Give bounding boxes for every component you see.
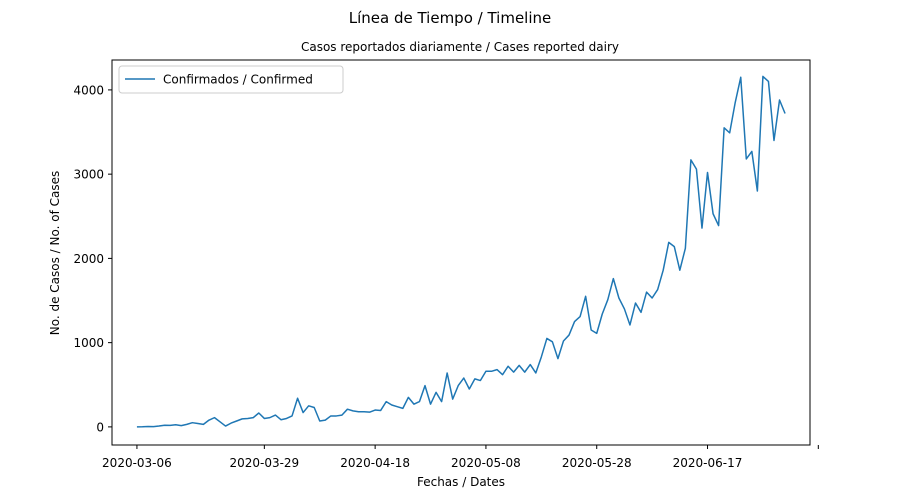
y-tick-label: 2000 [73,252,104,266]
y-tick-label: 3000 [73,168,104,182]
x-tick-label: 2020-05-08 [451,456,521,470]
y-tick-label: 4000 [73,83,104,97]
x-tick-label: 2020-04-18 [340,456,410,470]
y-axis-label: No. de Casos / No. of Cases [48,171,62,336]
legend-label-confirmed: Confirmados / Confirmed [163,73,313,87]
x-tick-label: 2020-06-17 [673,456,743,470]
axes-frame [111,59,811,446]
y-tick-label: 0 [96,420,104,434]
figure-suptitle: Línea de Tiempo / Timeline [349,9,552,27]
x-axis-label: Fechas / Dates [417,475,505,489]
x-tick-label: 2020-03-06 [102,456,172,470]
y-axis: 0 1000 2000 3000 4000 [73,83,112,434]
y-tick-label: 1000 [73,336,104,350]
chart-title: Casos reportados diariamente / Cases rep… [301,40,619,54]
axes: 2020-03-06 2020-03-29 2020-04-18 2020-05-08… [73,59,819,470]
x-axis: 2020-03-06 2020-03-29 2020-04-18 2020-05-08… [102,445,819,470]
legend[interactable]: Confirmados / Confirmed [118,65,344,94]
x-tick-label: 2020-05-28 [562,456,632,470]
series-line-confirmed [136,75,786,428]
plot-area [136,75,786,428]
x-tick-label: 2020-03-29 [229,456,299,470]
legend-box [118,65,344,94]
